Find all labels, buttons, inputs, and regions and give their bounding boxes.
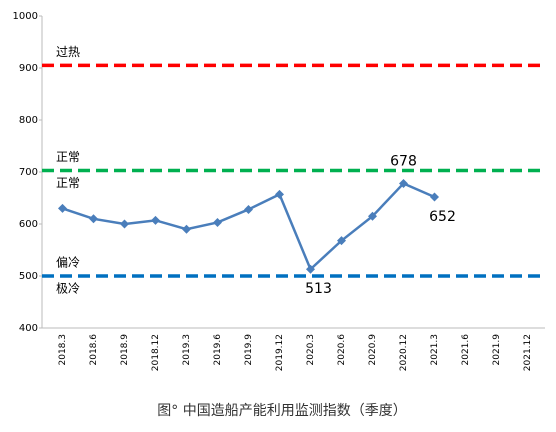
zone-label: 过热 xyxy=(56,45,80,59)
x-tick-label: 2018.9 xyxy=(120,334,130,366)
marker xyxy=(151,215,160,225)
y-tick-label: 1000 xyxy=(13,11,38,22)
marker xyxy=(89,214,98,224)
x-tick-label: 2018.3 xyxy=(58,334,68,366)
x-tick-label: 2021.6 xyxy=(461,334,471,366)
marker xyxy=(275,189,284,199)
x-tick-label: 2019.9 xyxy=(244,334,254,366)
marker xyxy=(368,211,377,221)
marker xyxy=(58,203,67,213)
data-label: 652 xyxy=(429,209,456,225)
x-tick-label: 2019.6 xyxy=(213,334,223,366)
y-tick-label: 400 xyxy=(19,323,38,334)
marker xyxy=(182,224,191,234)
marker xyxy=(306,264,315,274)
caption: 图° 中国造船产能利用监测指数（季度） xyxy=(157,403,406,419)
marker xyxy=(244,204,253,214)
x-tick-label: 2020.3 xyxy=(306,334,316,366)
zone-label: 偏冷 xyxy=(56,255,80,270)
x-tick-label: 2020.9 xyxy=(368,334,378,366)
marker xyxy=(430,192,439,202)
x-tick-label: 2018.6 xyxy=(89,334,99,366)
data-label: 678 xyxy=(390,153,417,169)
marker xyxy=(399,178,408,188)
zone-label: 极冷 xyxy=(56,282,80,296)
data-label: 513 xyxy=(305,281,332,297)
x-tick-label: 2021.12 xyxy=(523,334,533,371)
marker xyxy=(213,217,222,227)
zone-label: 正常 xyxy=(56,176,80,190)
y-tick-label: 800 xyxy=(19,115,38,126)
y-tick-label: 600 xyxy=(19,219,38,230)
x-tick-label: 2021.9 xyxy=(492,334,502,366)
line xyxy=(62,181,435,272)
x-tick-label: 2021.3 xyxy=(430,334,440,366)
x-tick-label: 2019.12 xyxy=(275,334,285,371)
y-tick-label: 500 xyxy=(19,271,38,282)
marker xyxy=(120,219,129,229)
x-tick-label: 2020.6 xyxy=(337,334,347,366)
x-tick-label: 2019.3 xyxy=(182,334,192,366)
marker xyxy=(337,236,346,246)
x-tick-label: 2018.12 xyxy=(151,334,161,371)
y-tick-label: 700 xyxy=(19,167,38,178)
y-tick-label: 900 xyxy=(19,63,38,74)
x-tick-label: 2020.12 xyxy=(399,334,409,371)
zone-label: 正常 xyxy=(56,150,80,164)
